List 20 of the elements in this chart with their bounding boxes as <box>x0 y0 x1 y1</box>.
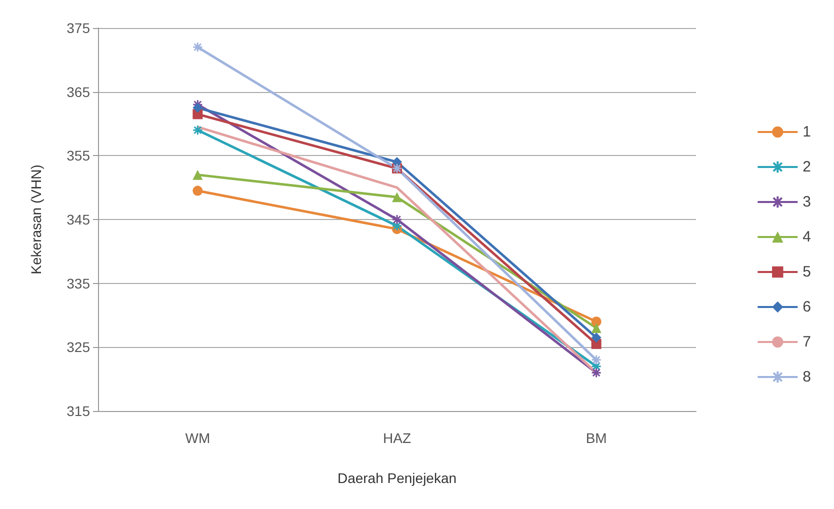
y-tick-label: 365 <box>66 84 90 100</box>
legend-label: 4 <box>802 228 811 246</box>
legend-label: 6 <box>802 298 811 316</box>
x-tick-label: BM <box>586 430 607 446</box>
x-axis-title: Daerah Penjejekan <box>337 470 457 486</box>
y-tick-label: 325 <box>66 339 90 356</box>
x-tick-label: HAZ <box>383 430 412 446</box>
legend-label: 5 <box>802 264 811 280</box>
legend-label: 7 <box>802 334 811 350</box>
legend-label: 8 <box>802 368 811 386</box>
legend-label: 2 <box>802 158 811 176</box>
y-tick-label: 335 <box>66 275 90 292</box>
y-tick-label: 355 <box>66 148 90 164</box>
legend-label: 1 <box>802 124 811 140</box>
x-tick-label: WM <box>185 430 210 446</box>
y-tick-label: 315 <box>66 403 90 419</box>
y-axis-title: Kekerasan (VHN) <box>28 164 44 274</box>
y-tick-label: 345 <box>66 212 90 228</box>
legend-label: 3 <box>802 194 811 210</box>
y-tick-label: 375 <box>66 20 90 36</box>
